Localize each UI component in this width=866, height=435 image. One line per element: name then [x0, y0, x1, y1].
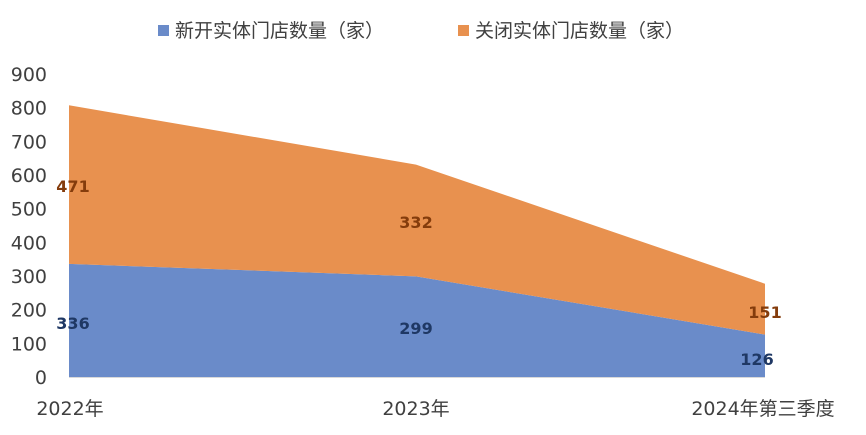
y-tick-label: 900: [11, 64, 47, 86]
data-label-s1-3: 126: [740, 350, 773, 369]
y-tick-label: 500: [11, 199, 47, 221]
legend: 新开实体门店数量（家） 关闭实体门店数量（家）: [158, 20, 684, 42]
x-tick-label: 2023年: [382, 398, 449, 420]
y-tick-label: 700: [11, 131, 47, 153]
data-label-s2-1: 471: [56, 177, 89, 196]
legend-label-1: 新开实体门店数量（家）: [175, 20, 384, 42]
y-tick-label: 300: [11, 266, 47, 288]
data-label-s2-3: 151: [748, 303, 781, 322]
y-tick-label: 0: [35, 367, 47, 389]
y-tick-label: 600: [11, 165, 47, 187]
y-tick-label: 800: [11, 98, 47, 120]
area-series-1: [69, 263, 765, 377]
area-series-2: [69, 105, 765, 335]
data-label-s1-2: 299: [399, 319, 432, 338]
x-tick-label: 2022年: [36, 398, 103, 420]
data-label-s2-2: 332: [399, 213, 432, 232]
x-axis: 2022年 2023年 2024年第三季度: [36, 377, 835, 420]
x-tick-label: 2024年第三季度: [691, 398, 834, 420]
y-tick-label: 100: [11, 333, 47, 355]
data-labels: 336 299 126 471 332 151: [56, 177, 781, 369]
y-tick-label: 400: [11, 232, 47, 254]
y-axis: 0 100 200 300 400 500 600 700 800 900: [11, 64, 47, 389]
legend-swatch-2: [458, 25, 469, 36]
legend-swatch-1: [158, 25, 169, 36]
data-label-s1-1: 336: [56, 314, 89, 333]
y-tick-label: 200: [11, 300, 47, 322]
legend-label-2: 关闭实体门店数量（家）: [475, 20, 684, 42]
plot-areas: [69, 105, 765, 377]
